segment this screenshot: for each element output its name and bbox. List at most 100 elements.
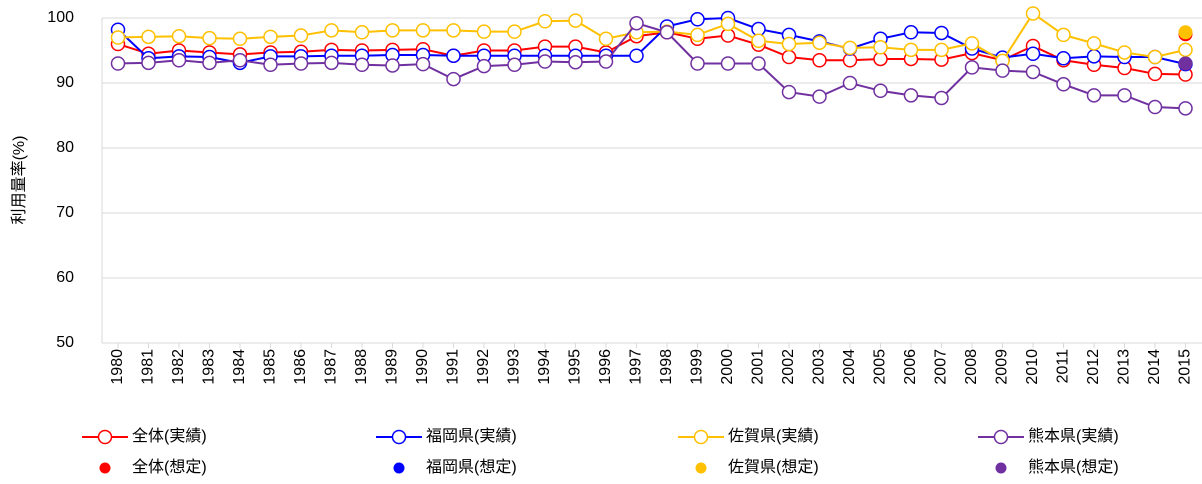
x-tick-label: 1986 bbox=[292, 349, 309, 385]
legend-marker bbox=[695, 462, 707, 474]
x-tick-label: 1999 bbox=[689, 349, 706, 385]
point bbox=[751, 56, 766, 71]
point bbox=[690, 56, 705, 71]
y-axis-title: 利用量率(%) bbox=[10, 136, 28, 225]
point bbox=[1178, 56, 1193, 71]
point bbox=[1117, 88, 1132, 103]
point bbox=[934, 90, 949, 106]
point bbox=[476, 58, 492, 74]
point bbox=[293, 56, 309, 71]
x-tick-label: 2000 bbox=[719, 349, 736, 385]
point bbox=[842, 40, 858, 56]
legend-marker bbox=[391, 429, 407, 445]
x-tick-label: 2011 bbox=[1055, 349, 1072, 384]
x-tick-label: 1995 bbox=[567, 349, 584, 385]
point bbox=[598, 31, 614, 47]
point bbox=[232, 53, 248, 68]
y-tick-label: 90 bbox=[56, 74, 74, 91]
point bbox=[598, 54, 614, 69]
point bbox=[385, 23, 400, 38]
point bbox=[324, 23, 339, 38]
x-tick-label: 1996 bbox=[597, 349, 614, 385]
point bbox=[263, 57, 278, 73]
point bbox=[1025, 46, 1041, 61]
point bbox=[1086, 49, 1102, 64]
x-tick-label: 2003 bbox=[811, 349, 828, 385]
point bbox=[232, 31, 248, 47]
x-tick-label: 1981 bbox=[140, 349, 157, 385]
x-tick-label: 1992 bbox=[475, 349, 492, 385]
legend-label: 全体(想定) bbox=[132, 458, 207, 476]
x-tick-label: 1997 bbox=[628, 349, 645, 385]
point bbox=[1056, 77, 1071, 92]
point bbox=[354, 25, 370, 40]
point bbox=[446, 48, 461, 63]
point bbox=[903, 25, 919, 40]
point bbox=[324, 55, 339, 71]
point bbox=[1147, 99, 1163, 115]
point bbox=[1086, 88, 1102, 103]
point bbox=[690, 27, 705, 43]
point bbox=[690, 12, 705, 27]
y-tick-label: 60 bbox=[56, 269, 74, 286]
x-tick-label: 2007 bbox=[933, 349, 950, 385]
point bbox=[354, 57, 370, 73]
x-tick-label: 1989 bbox=[384, 349, 401, 385]
point bbox=[446, 23, 461, 38]
x-tick-label: 1987 bbox=[323, 349, 340, 385]
legend-marker bbox=[693, 429, 709, 445]
point bbox=[1025, 6, 1041, 21]
legend-marker bbox=[393, 462, 405, 474]
x-tick-label: 2002 bbox=[780, 349, 797, 385]
legend-marker bbox=[993, 429, 1009, 445]
legend-label: 佐賀県(実績) bbox=[728, 427, 819, 445]
point bbox=[903, 88, 919, 103]
point bbox=[202, 30, 217, 46]
point bbox=[385, 58, 400, 73]
point bbox=[507, 24, 522, 39]
point bbox=[507, 57, 522, 73]
x-tick-label: 2006 bbox=[902, 349, 919, 385]
point bbox=[1086, 36, 1102, 51]
point bbox=[141, 29, 156, 45]
legend-label: 佐賀県(想定) bbox=[728, 458, 819, 476]
point bbox=[1178, 101, 1193, 116]
point bbox=[964, 60, 980, 75]
x-tick-label: 1988 bbox=[353, 349, 370, 385]
point bbox=[934, 42, 949, 58]
legend-marker bbox=[97, 429, 113, 445]
point bbox=[934, 25, 949, 41]
point bbox=[903, 42, 919, 58]
point bbox=[720, 56, 736, 71]
x-tick-label: 1998 bbox=[658, 349, 675, 385]
point bbox=[720, 16, 736, 32]
point bbox=[1178, 25, 1193, 40]
point bbox=[1056, 51, 1071, 66]
point bbox=[873, 83, 888, 99]
point bbox=[263, 29, 278, 45]
x-tick-label: 1980 bbox=[109, 349, 126, 385]
x-tick-label: 2008 bbox=[963, 349, 980, 385]
point bbox=[415, 23, 431, 38]
point bbox=[781, 49, 797, 65]
legend-label: 福岡県(想定) bbox=[426, 458, 517, 476]
x-tick-label: 1993 bbox=[506, 349, 523, 385]
point bbox=[568, 13, 583, 28]
legend-label: 全体(実績) bbox=[132, 427, 207, 445]
point bbox=[537, 14, 553, 29]
series-line bbox=[117, 31, 1186, 76]
x-tick-label: 1994 bbox=[536, 349, 553, 385]
point bbox=[1025, 64, 1041, 80]
point bbox=[629, 48, 644, 63]
x-tick-label: 1990 bbox=[414, 349, 431, 385]
point bbox=[812, 89, 827, 104]
x-tick-label: 2014 bbox=[1146, 349, 1163, 385]
x-tick-label: 2015 bbox=[1177, 349, 1194, 385]
point bbox=[110, 30, 126, 45]
point bbox=[781, 36, 797, 52]
x-tick-label: 1983 bbox=[201, 349, 218, 385]
legend-label: 熊本県(想定) bbox=[1028, 458, 1119, 476]
legend-label: 福岡県(実績) bbox=[426, 427, 517, 445]
y-tick-label: 80 bbox=[56, 139, 74, 156]
